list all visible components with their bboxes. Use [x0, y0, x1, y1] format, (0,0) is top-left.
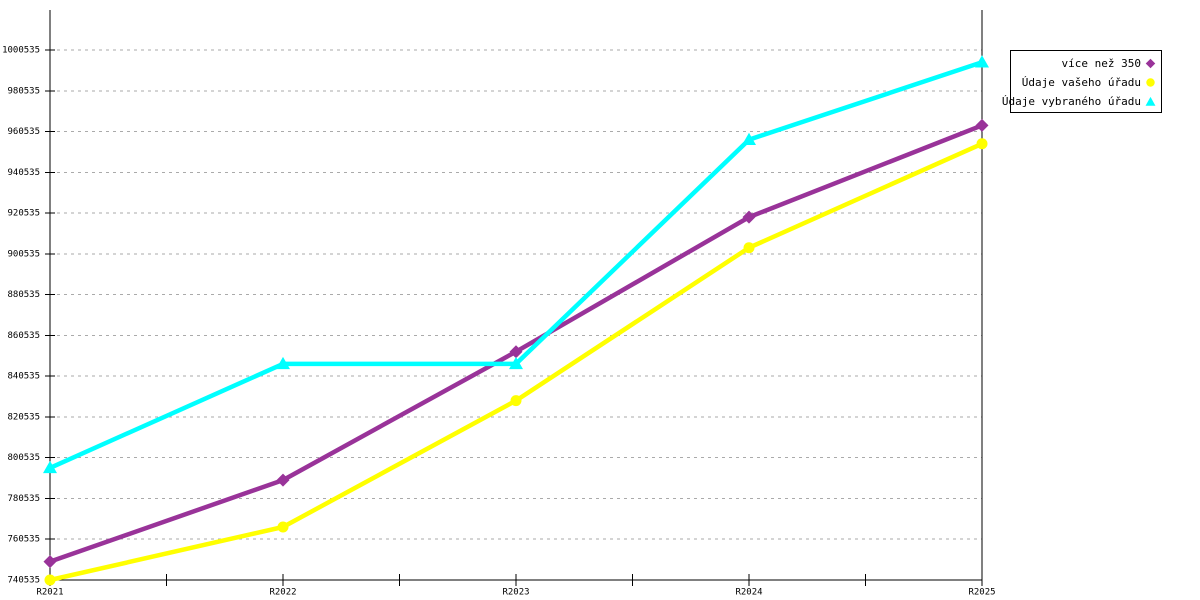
chart-legend: více než 350 Údaje vašeho úřadu Údaje vybr…	[1002, 50, 1162, 113]
legend-marker-triangle-icon	[1145, 96, 1156, 106]
x-axis-tick-label: R2023	[502, 588, 529, 598]
x-axis-tick-labels: R2021 R2022 R2023 R2024 R2025	[36, 588, 995, 598]
data-point-marker	[43, 555, 57, 569]
legend-item-label: více než 350	[1061, 57, 1141, 70]
data-point-marker	[743, 242, 755, 254]
x-axis-tick-label: R2021	[36, 588, 63, 598]
data-point-marker	[742, 210, 756, 224]
series-lines	[47, 59, 985, 583]
y-axis-tick-label: 940535	[7, 168, 40, 178]
series-line	[47, 123, 985, 564]
data-point-marker	[510, 395, 522, 407]
legend-item[interactable]: více než 350	[1015, 54, 1156, 73]
y-axis-tick-label: 960535	[7, 127, 40, 137]
legend-marker-diamond-icon	[1145, 58, 1156, 69]
y-axis-tick-label: 800535	[7, 453, 40, 463]
data-point-marker	[276, 356, 290, 370]
y-axis-tick-label: 820535	[7, 412, 40, 422]
y-axis-tick-label: 980535	[7, 86, 40, 96]
y-axis-tick-label: 1000535	[2, 46, 40, 56]
y-axis-tick-label: 780535	[7, 494, 40, 504]
x-axis-tick-label: R2022	[269, 588, 296, 598]
data-point-marker	[976, 138, 988, 150]
data-point-marker	[975, 55, 989, 68]
y-axis-tick-label: 840535	[7, 372, 40, 382]
data-point-marker	[975, 118, 989, 132]
y-axis-tick-labels: 740535 760535 780535 800535 820535 840535 8605…	[2, 46, 40, 586]
data-point-marker	[276, 473, 290, 487]
y-axis-tick-label: 900535	[7, 249, 40, 259]
legend-item-label: Údaje vašeho úřadu	[1021, 76, 1141, 89]
legend-marker-circle-icon	[1146, 78, 1155, 87]
data-point-marker	[509, 345, 523, 359]
data-point-marker	[44, 574, 56, 586]
x-axis-tick-label: R2025	[968, 588, 995, 598]
legend-item[interactable]: Údaje vašeho úřadu	[1015, 73, 1156, 92]
y-axis-tick-label: 760535	[7, 535, 40, 545]
y-axis-ticks	[45, 49, 55, 581]
y-axis-tick-label: 920535	[7, 209, 40, 219]
data-point-marker	[742, 132, 756, 145]
data-point-marker	[277, 521, 289, 533]
data-point-marker	[43, 460, 57, 474]
legend-item[interactable]: Údaje vybraného úřadu	[1002, 92, 1156, 111]
data-point-marker	[509, 356, 523, 370]
series-line	[47, 59, 985, 471]
y-axis-tick-label: 740535	[7, 576, 40, 586]
y-axis-tick-label: 880535	[7, 290, 40, 300]
x-axis-tick-label: R2024	[735, 588, 762, 598]
grid-lines	[50, 49, 982, 540]
series-markers	[43, 55, 989, 586]
legend-item-label: Údaje vybraného úřadu	[1001, 95, 1141, 108]
y-axis-tick-label: 860535	[7, 331, 40, 341]
